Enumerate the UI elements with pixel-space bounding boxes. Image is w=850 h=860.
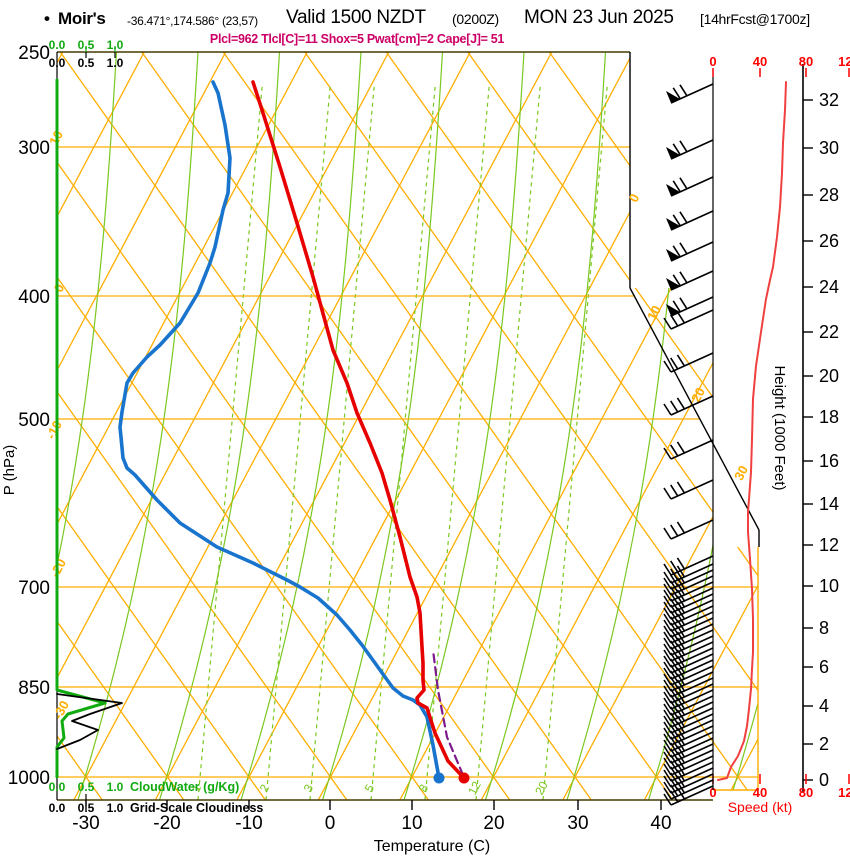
svg-text:-30: -30 bbox=[50, 698, 72, 722]
svg-text:10: 10 bbox=[401, 813, 422, 834]
svg-text:1.0: 1.0 bbox=[107, 780, 124, 794]
svg-text:12: 12 bbox=[819, 535, 839, 555]
svg-text:120: 120 bbox=[838, 785, 850, 800]
temperature-axis: -30 -20 -10 0 10 20 30 40 Temperature (C) bbox=[72, 800, 672, 855]
station-coordinates: -36.471°,174.586° (23,57) bbox=[127, 14, 258, 28]
svg-text:1.0: 1.0 bbox=[107, 801, 124, 815]
valid-date: MON 23 Jun 2025 bbox=[524, 7, 674, 28]
svg-text:22: 22 bbox=[819, 322, 839, 342]
svg-text:80: 80 bbox=[799, 785, 813, 800]
svg-text:Speed (kt): Speed (kt) bbox=[728, 799, 793, 815]
svg-text:0: 0 bbox=[325, 813, 336, 834]
svg-text:0: 0 bbox=[51, 281, 68, 294]
svg-text:2: 2 bbox=[819, 734, 829, 754]
svg-text:-20: -20 bbox=[153, 813, 180, 834]
wind-speed-curve bbox=[717, 81, 787, 781]
svg-text:250: 250 bbox=[18, 43, 50, 64]
surface-dewpoint-dot bbox=[433, 772, 445, 784]
svg-text:20: 20 bbox=[532, 779, 551, 798]
svg-text:0.0: 0.0 bbox=[49, 780, 66, 794]
svg-text:10: 10 bbox=[644, 303, 664, 323]
svg-text:4: 4 bbox=[819, 696, 829, 716]
svg-text:20: 20 bbox=[819, 366, 839, 386]
svg-text:Height (1000 Feet): Height (1000 Feet) bbox=[771, 365, 788, 490]
svg-text:0: 0 bbox=[819, 770, 829, 790]
svg-text:26: 26 bbox=[819, 231, 839, 251]
svg-text:300: 300 bbox=[18, 138, 50, 159]
svg-text:0.5: 0.5 bbox=[78, 780, 95, 794]
svg-text:0.5: 0.5 bbox=[78, 56, 95, 70]
svg-text:0.5: 0.5 bbox=[78, 38, 95, 52]
svg-text:80: 80 bbox=[799, 54, 813, 69]
svg-text:1.0: 1.0 bbox=[107, 38, 124, 52]
svg-text:0.0: 0.0 bbox=[49, 56, 66, 70]
station-bullet-icon: • bbox=[44, 9, 50, 28]
stability-parameters: Plcl=962 Tlcl[C]=11 Shox=5 Pwat[cm]=2 Ca… bbox=[209, 32, 505, 46]
cloudiness-profile bbox=[56, 693, 123, 750]
svg-text:30: 30 bbox=[567, 813, 588, 834]
svg-text:40: 40 bbox=[753, 785, 767, 800]
svg-text:28: 28 bbox=[819, 185, 839, 205]
svg-text:0: 0 bbox=[709, 785, 716, 800]
svg-text:-10: -10 bbox=[235, 813, 262, 834]
valid-time: Valid 1500 NZDT bbox=[286, 7, 426, 28]
svg-text:0: 0 bbox=[709, 54, 716, 69]
svg-text:500: 500 bbox=[18, 410, 50, 431]
svg-text:18: 18 bbox=[819, 407, 839, 427]
svg-text:3: 3 bbox=[301, 782, 317, 795]
svg-text:40: 40 bbox=[753, 54, 767, 69]
svg-text:5: 5 bbox=[362, 782, 378, 795]
svg-text:40: 40 bbox=[650, 813, 671, 834]
svg-text:8: 8 bbox=[819, 618, 829, 638]
surface-temperature-dot bbox=[458, 772, 470, 784]
svg-text:32: 32 bbox=[819, 90, 839, 110]
cloud-scales: 0.0 0.0 0.0 0.0 0.5 0.5 0.5 0.5 1.0 1.0 1.0 1.0 Clou… bbox=[49, 38, 264, 815]
svg-text:Grid-Scale Cloudiness: Grid-Scale Cloudiness bbox=[130, 801, 263, 815]
svg-text:120: 120 bbox=[838, 54, 850, 69]
svg-text:30: 30 bbox=[731, 463, 751, 483]
parcel-path-line bbox=[431, 648, 465, 777]
svg-text:-30: -30 bbox=[72, 813, 99, 834]
svg-text:20: 20 bbox=[483, 813, 504, 834]
svg-text:1.0: 1.0 bbox=[107, 56, 124, 70]
svg-text:0: 0 bbox=[626, 191, 643, 204]
svg-text:2: 2 bbox=[257, 782, 273, 795]
wind-barbs bbox=[663, 77, 714, 806]
svg-text:1000: 1000 bbox=[8, 768, 50, 789]
svg-text:8: 8 bbox=[416, 782, 432, 795]
temperature-curve bbox=[251, 80, 466, 780]
pressure-axis: 250 300 400 500 700 850 1000 P (hPa) bbox=[1, 43, 50, 789]
svg-text:CloudWater (g/Kg): CloudWater (g/Kg) bbox=[130, 780, 239, 794]
svg-text:6: 6 bbox=[819, 657, 829, 677]
cloudwater-profile bbox=[55, 78, 107, 779]
svg-text:700: 700 bbox=[18, 578, 50, 599]
svg-text:P (hPa): P (hPa) bbox=[1, 445, 18, 496]
svg-text:Temperature (C): Temperature (C) bbox=[374, 838, 490, 855]
svg-text:10: 10 bbox=[819, 576, 839, 596]
svg-text:400: 400 bbox=[18, 287, 50, 308]
svg-text:14: 14 bbox=[819, 494, 839, 514]
svg-text:24: 24 bbox=[819, 277, 839, 297]
svg-text:0.0: 0.0 bbox=[49, 38, 66, 52]
station-name: Moir's bbox=[58, 9, 106, 28]
svg-text:0.5: 0.5 bbox=[78, 801, 95, 815]
speed-axis: 0040408080120120Speed (kt) bbox=[709, 54, 850, 815]
forecast-hour: [14hrFcst@1700z] bbox=[700, 11, 810, 27]
svg-text:0.0: 0.0 bbox=[49, 801, 66, 815]
valid-time-utc: (0200Z) bbox=[452, 11, 499, 27]
svg-text:30: 30 bbox=[819, 138, 839, 158]
dewpoint-curve bbox=[118, 80, 441, 780]
svg-text:12: 12 bbox=[465, 779, 484, 798]
svg-text:850: 850 bbox=[18, 678, 50, 699]
svg-text:16: 16 bbox=[819, 451, 839, 471]
